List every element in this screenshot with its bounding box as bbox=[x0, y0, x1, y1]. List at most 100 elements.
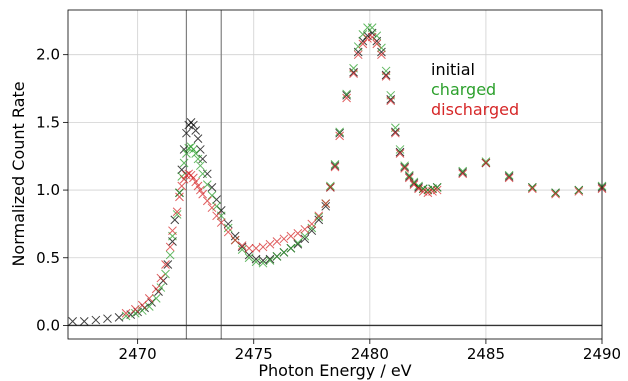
data-point-discharged bbox=[481, 158, 491, 168]
data-point-discharged bbox=[258, 242, 268, 252]
data-point-discharged bbox=[342, 93, 351, 103]
data-point-initial bbox=[207, 183, 217, 192]
data-point-charged bbox=[353, 42, 363, 51]
data-point-discharged bbox=[372, 39, 382, 49]
data-point-discharged bbox=[195, 185, 205, 195]
data-point-charged bbox=[330, 159, 340, 169]
data-point-initial bbox=[400, 162, 410, 172]
data-point-charged bbox=[300, 231, 310, 241]
data-point-initial bbox=[391, 127, 400, 137]
x-axis-ticks: 2470 2475 2480 2485 2490 bbox=[119, 339, 621, 363]
data-point-charged bbox=[279, 247, 289, 257]
data-point-charged bbox=[195, 161, 205, 171]
data-point-discharged bbox=[193, 181, 203, 191]
data-point-discharged bbox=[367, 32, 377, 42]
data-point-initial bbox=[191, 126, 201, 135]
x-axis-title: Photon Energy / eV bbox=[258, 361, 411, 380]
data-point-charged bbox=[314, 212, 324, 222]
data-point-initial bbox=[377, 47, 386, 57]
data-series bbox=[68, 23, 607, 326]
data-point-discharged bbox=[189, 173, 198, 183]
data-point-charged bbox=[458, 166, 468, 176]
y-tick-label: 1.0 bbox=[36, 181, 60, 199]
plot-background bbox=[68, 10, 602, 339]
data-point-discharged bbox=[307, 219, 317, 229]
data-point-initial bbox=[265, 254, 275, 264]
legend-entry-discharged: discharged bbox=[431, 100, 519, 119]
data-point-discharged bbox=[335, 131, 344, 141]
data-point-discharged bbox=[130, 304, 140, 314]
data-point-discharged bbox=[230, 235, 240, 245]
data-point-charged bbox=[151, 294, 161, 303]
data-point-initial bbox=[68, 317, 77, 326]
data-point-discharged bbox=[314, 211, 324, 221]
plot-frame bbox=[67, 9, 603, 340]
data-point-initial bbox=[163, 260, 173, 269]
data-point-charged bbox=[367, 23, 377, 32]
data-point-initial bbox=[458, 168, 468, 177]
x-tick-label: 2480 bbox=[351, 345, 389, 363]
data-point-discharged bbox=[279, 234, 289, 244]
data-point-charged bbox=[293, 238, 303, 248]
data-point-discharged bbox=[198, 189, 208, 199]
data-point-initial bbox=[193, 134, 203, 143]
data-point-discharged bbox=[504, 173, 514, 183]
data-point-initial bbox=[170, 215, 180, 225]
data-point-initial bbox=[103, 314, 112, 324]
x-tick-label: 2485 bbox=[467, 345, 505, 363]
data-point-discharged bbox=[321, 199, 331, 208]
data-point-discharged bbox=[144, 294, 154, 303]
data-point-initial bbox=[349, 67, 358, 77]
data-point-discharged bbox=[330, 162, 340, 172]
data-point-charged bbox=[272, 252, 282, 261]
data-point-discharged bbox=[244, 243, 254, 253]
data-point-initial bbox=[386, 95, 396, 104]
x-tick-label: 2490 bbox=[583, 345, 621, 363]
series-discharged bbox=[121, 32, 607, 318]
data-point-charged bbox=[237, 245, 247, 254]
data-point-discharged bbox=[137, 300, 147, 310]
data-point-charged bbox=[574, 185, 584, 195]
data-point-initial bbox=[237, 242, 247, 252]
data-point-charged bbox=[144, 302, 154, 311]
data-point-charged bbox=[326, 181, 335, 191]
data-point-discharged bbox=[377, 50, 386, 60]
data-point-initial bbox=[504, 172, 514, 181]
data-point-initial bbox=[114, 312, 124, 322]
data-point-charged bbox=[286, 243, 296, 253]
data-point-discharged bbox=[168, 226, 177, 236]
data-point-initial bbox=[342, 90, 351, 100]
data-point-charged bbox=[395, 145, 405, 154]
data-point-charged bbox=[481, 157, 491, 166]
data-point-discharged bbox=[202, 196, 212, 206]
data-point-discharged bbox=[191, 177, 201, 187]
data-point-initial bbox=[330, 161, 340, 171]
data-point-discharged bbox=[458, 169, 468, 179]
data-point-discharged bbox=[404, 173, 414, 183]
data-point-discharged bbox=[251, 243, 261, 253]
data-point-discharged bbox=[574, 187, 584, 196]
data-point-discharged bbox=[353, 50, 363, 60]
data-point-discharged bbox=[551, 189, 560, 199]
data-point-discharged bbox=[326, 183, 335, 192]
data-point-charged bbox=[202, 180, 212, 190]
data-point-charged bbox=[251, 257, 261, 267]
data-point-discharged bbox=[395, 149, 405, 158]
data-point-charged bbox=[527, 183, 537, 192]
data-point-discharged bbox=[151, 284, 161, 294]
legend-entry-initial: initial bbox=[431, 60, 475, 79]
data-point-charged bbox=[198, 169, 208, 179]
data-point-discharged bbox=[391, 128, 400, 138]
data-point-discharged bbox=[286, 231, 296, 241]
y-axis-title: Normalized Count Rate bbox=[9, 81, 28, 266]
data-point-initial bbox=[91, 315, 101, 325]
data-point-initial bbox=[189, 120, 198, 130]
data-point-discharged bbox=[400, 164, 410, 173]
data-point-discharged bbox=[161, 260, 170, 269]
data-point-charged bbox=[121, 311, 131, 321]
x-tick-label: 2470 bbox=[119, 345, 157, 363]
data-point-charged bbox=[335, 127, 344, 137]
data-point-initial bbox=[314, 215, 324, 225]
y-tick-label: 1.5 bbox=[36, 113, 60, 131]
